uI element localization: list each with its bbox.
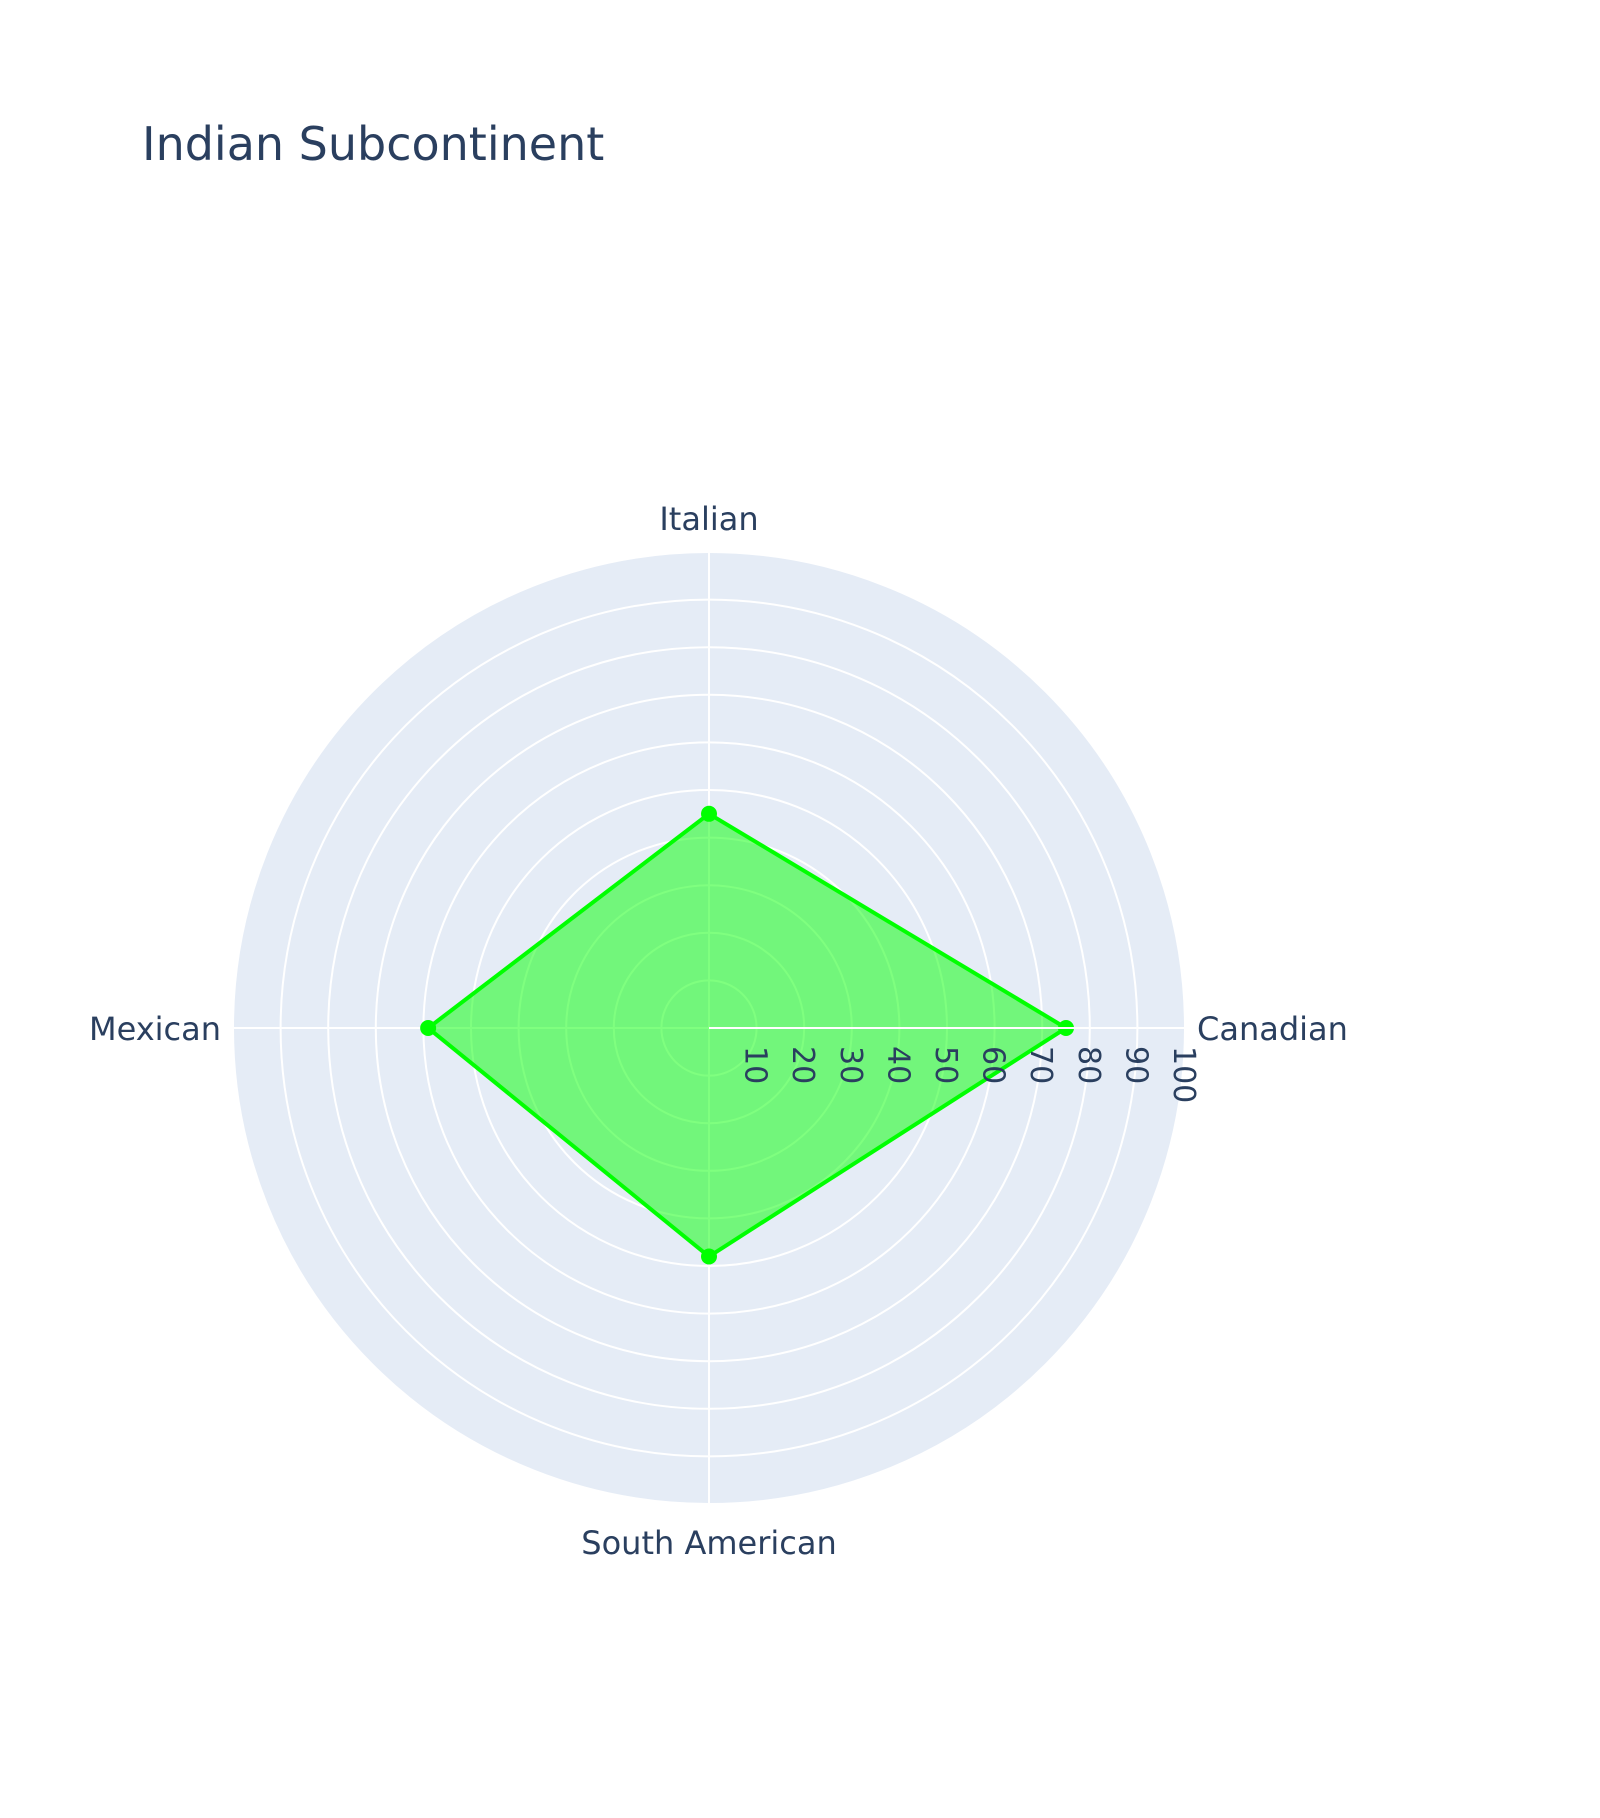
radial-tick-label: 30 xyxy=(833,1046,868,1084)
radial-tick-label: 80 xyxy=(1071,1046,1106,1084)
category-label: Canadian xyxy=(1197,1010,1348,1048)
category-label: Italian xyxy=(659,500,758,538)
data-point xyxy=(420,1020,437,1036)
radial-tick-label: 20 xyxy=(785,1046,820,1084)
chart-title: Indian Subcontinent xyxy=(142,117,604,171)
radial-tick-label: 60 xyxy=(976,1046,1011,1084)
polar-plot-area: 10 20 30 40 50 60 70 80 90 100 Italian Canadian Sout… xyxy=(89,500,1348,1562)
radial-tick-label: 50 xyxy=(928,1046,963,1084)
category-label: Mexican xyxy=(89,1010,221,1048)
category-label: South American xyxy=(581,1524,836,1562)
data-point xyxy=(701,805,717,822)
radial-tick-label: 90 xyxy=(1118,1046,1153,1084)
radial-tick-label: 70 xyxy=(1023,1046,1058,1084)
series-fill-area xyxy=(428,813,1066,1257)
radial-tick-label: 40 xyxy=(880,1046,915,1084)
radial-tick-label: 10 xyxy=(738,1046,773,1084)
radial-tick-label: 100 xyxy=(1166,1046,1201,1103)
data-point xyxy=(701,1248,717,1265)
